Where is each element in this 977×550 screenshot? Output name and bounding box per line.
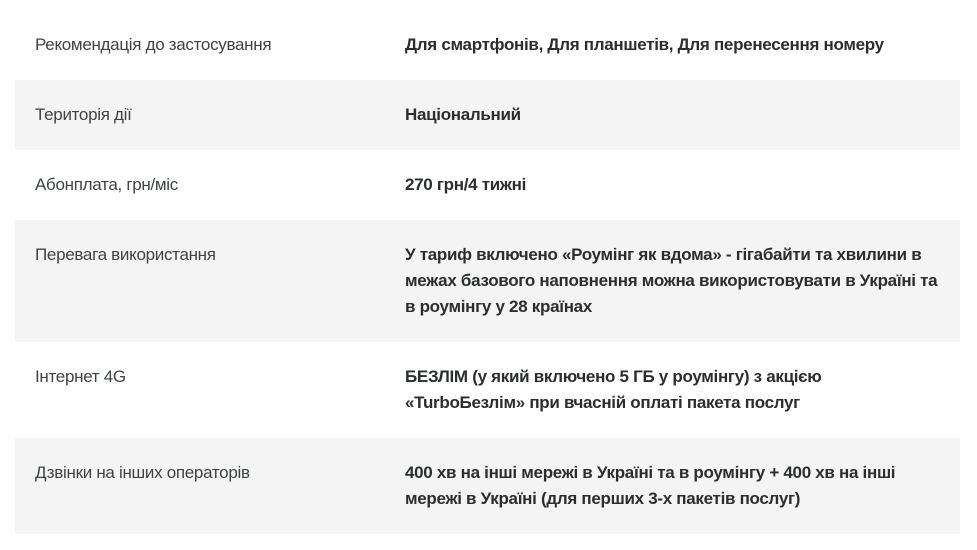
row-value: 400 хв на інші мережі в Україні та в роу… (405, 463, 896, 508)
row-value: Для смартфонів, Для планшетів, Для перен… (405, 35, 884, 54)
table-row: Абонплата, грн/міс 270 грн/4 тижні (15, 150, 960, 220)
row-value: Національний (405, 105, 521, 124)
row-value: У тариф включено «Роумінг як вдома» - гі… (405, 245, 938, 316)
row-label: Територія дії (35, 105, 132, 124)
table-row: Рекомендація до застосування Для смартфо… (15, 10, 960, 80)
row-label: Рекомендація до застосування (35, 35, 272, 54)
tariff-details-table: Рекомендація до застосування Для смартфо… (15, 10, 960, 534)
row-label: Інтернет 4G (35, 367, 126, 386)
row-value: БЕЗЛІМ (у який включено 5 ГБ у роумінгу)… (405, 367, 822, 412)
row-value: 270 грн/4 тижні (405, 175, 527, 194)
table-row: Дзвінки на інших операторів 400 хв на ін… (15, 438, 960, 534)
row-label: Дзвінки на інших операторів (35, 463, 250, 482)
row-label: Перевага використання (35, 245, 216, 264)
table-row: Інтернет 4G БЕЗЛІМ (у який включено 5 ГБ… (15, 342, 960, 438)
row-label: Абонплата, грн/міс (35, 175, 178, 194)
table-row: Територія дії Національний (15, 80, 960, 150)
table-row: Перевага використання У тариф включено «… (15, 220, 960, 342)
